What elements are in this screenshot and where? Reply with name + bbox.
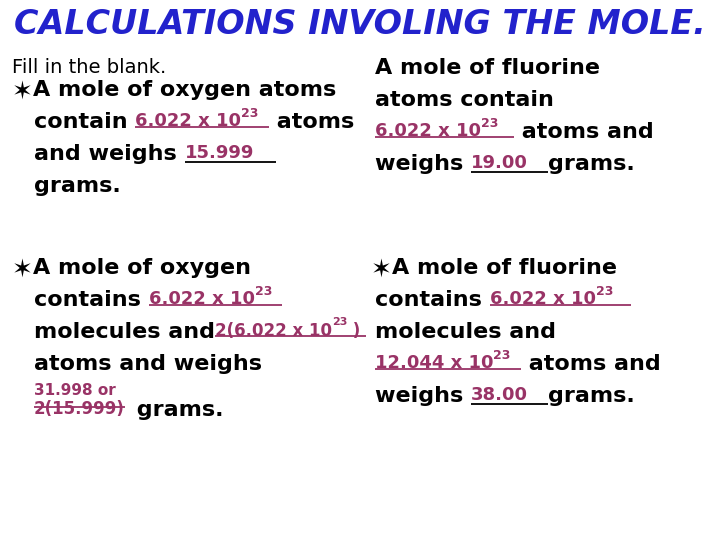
Text: 2(6.022 x 10: 2(6.022 x 10 [215, 322, 332, 340]
Text: ): ) [347, 322, 361, 340]
Text: 6.022 x 10: 6.022 x 10 [375, 122, 481, 140]
Text: A mole of fluorine: A mole of fluorine [375, 58, 600, 78]
Text: A mole of oxygen atoms: A mole of oxygen atoms [33, 80, 336, 100]
Text: 38.00: 38.00 [471, 386, 528, 404]
Text: 23: 23 [595, 285, 613, 298]
Text: grams.: grams. [34, 176, 121, 196]
Text: grams.: grams. [548, 386, 635, 406]
Text: atoms contain: atoms contain [375, 90, 554, 110]
Text: Fill in the blank.: Fill in the blank. [12, 58, 166, 77]
Text: CALCULATIONS INVOLING THE MOLE.: CALCULATIONS INVOLING THE MOLE. [14, 8, 706, 41]
Text: A mole of oxygen: A mole of oxygen [33, 258, 251, 278]
Text: 23: 23 [493, 349, 511, 362]
Text: contains: contains [34, 290, 148, 310]
Text: 6.022 x 10: 6.022 x 10 [490, 290, 595, 308]
Text: 15.999: 15.999 [184, 144, 254, 162]
Text: 23: 23 [241, 107, 258, 120]
Text: 6.022 x 10: 6.022 x 10 [135, 112, 241, 130]
Text: 2(15.999): 2(15.999) [34, 400, 125, 418]
Text: grams.: grams. [548, 154, 634, 174]
Text: weighs: weighs [375, 154, 471, 174]
Text: 12.044 x 10: 12.044 x 10 [375, 354, 493, 372]
Text: atoms and: atoms and [521, 354, 661, 374]
Text: ✶: ✶ [371, 258, 392, 282]
Text: atoms: atoms [269, 112, 354, 132]
Text: weighs: weighs [375, 386, 471, 406]
Text: ✶: ✶ [12, 80, 33, 104]
Text: ✶: ✶ [12, 258, 33, 282]
Text: atoms and weighs: atoms and weighs [34, 354, 262, 374]
Text: molecules and: molecules and [34, 322, 215, 342]
Text: 19.00: 19.00 [471, 154, 528, 172]
Text: molecules and: molecules and [375, 322, 556, 342]
Text: 23: 23 [481, 117, 498, 130]
Text: contain: contain [34, 112, 135, 132]
Text: grams.: grams. [129, 400, 223, 420]
Text: 23: 23 [255, 285, 272, 298]
Text: atoms and: atoms and [514, 122, 654, 142]
Text: A mole of fluorine: A mole of fluorine [392, 258, 617, 278]
Text: 23: 23 [332, 318, 347, 327]
Text: 6.022 x 10: 6.022 x 10 [148, 290, 255, 308]
Text: 31.998 or: 31.998 or [34, 383, 116, 398]
Text: contains: contains [375, 290, 490, 310]
Text: and weighs: and weighs [34, 144, 184, 164]
